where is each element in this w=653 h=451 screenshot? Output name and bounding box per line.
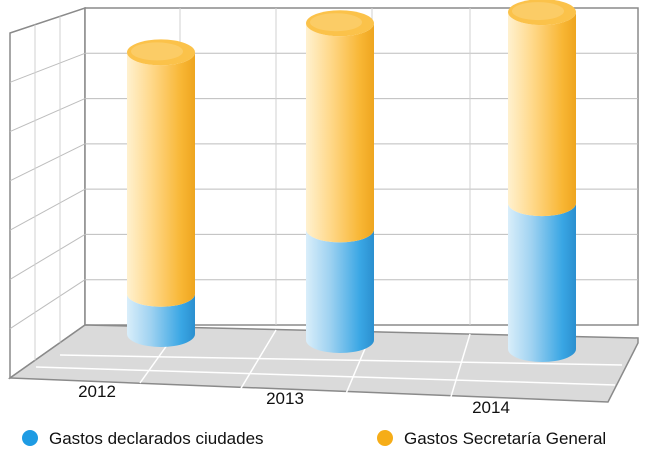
bars — [127, 0, 576, 362]
x-tick-labels: 2012 2013 2014 — [78, 382, 510, 417]
gridline — [9, 98, 86, 133]
legend: Gastos declarados ciudades Gastos Secret… — [22, 429, 606, 448]
bar-top-highlight — [131, 42, 183, 61]
left-wall — [9, 6, 86, 380]
x-tick-label: 2012 — [78, 382, 116, 401]
bar-segment — [508, 0, 576, 217]
legend-label: Gastos Secretaría General — [404, 429, 606, 448]
x-tick-label: 2013 — [266, 389, 304, 408]
bar-body — [508, 12, 576, 217]
bar-segment — [306, 10, 374, 243]
gridline — [9, 188, 86, 231]
bar-segment — [508, 203, 576, 362]
legend-item: Gastos declarados ciudades — [22, 429, 264, 448]
legend-swatch — [22, 430, 38, 446]
gridline — [9, 52, 86, 83]
legend-item: Gastos Secretaría General — [377, 429, 606, 448]
gridline — [9, 279, 86, 330]
legend-swatch — [377, 430, 393, 446]
bar-top-highlight — [310, 13, 362, 32]
gridline — [59, 354, 623, 366]
gridline — [9, 143, 86, 182]
legend-label: Gastos declarados ciudades — [49, 429, 264, 448]
gridline — [239, 329, 277, 391]
gridline — [449, 333, 471, 401]
bar-segment — [127, 39, 195, 307]
bar-body — [306, 23, 374, 243]
x-tick-label: 2014 — [472, 398, 510, 417]
bar-body — [306, 229, 374, 353]
gridline — [35, 366, 616, 386]
bar-segment — [306, 229, 374, 353]
bar-body — [127, 293, 195, 347]
bar-top-highlight — [512, 2, 564, 21]
bar-segment — [127, 293, 195, 347]
gridline — [9, 233, 86, 280]
bar-body — [127, 52, 195, 307]
bar-body — [508, 203, 576, 362]
